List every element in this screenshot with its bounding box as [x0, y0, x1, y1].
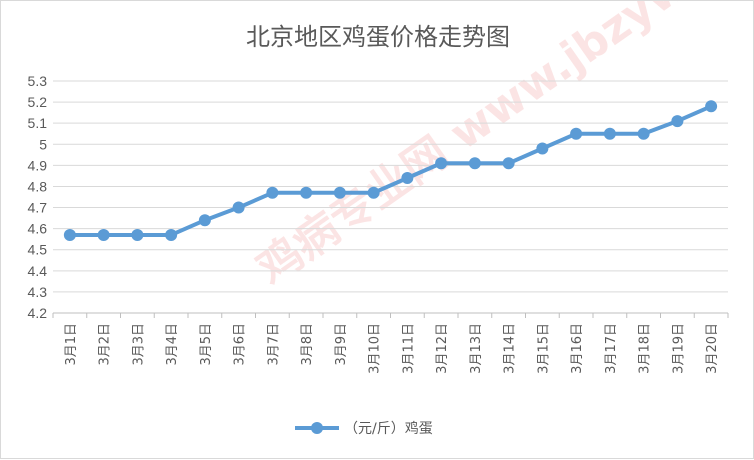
data-point	[63, 228, 76, 241]
data-point	[435, 157, 448, 170]
x-tick-label: 3月2日	[98, 323, 113, 366]
x-tick-label: 3月15日	[536, 323, 551, 374]
grid-lines	[53, 80, 728, 314]
data-point	[198, 214, 211, 227]
data-point	[401, 172, 414, 185]
chart-title: 北京地区鸡蛋价格走势图	[246, 23, 510, 51]
data-point	[570, 127, 583, 140]
data-point	[637, 127, 650, 140]
x-tick-label: 3月7日	[266, 323, 281, 366]
y-tick-label: 4.6	[28, 221, 48, 237]
legend-label: （元/斤）鸡蛋	[344, 420, 433, 437]
y-tick-label: 5.1	[28, 115, 48, 131]
x-tick-label: 3月4日	[165, 323, 180, 366]
y-tick-label: 4.9	[28, 157, 48, 173]
legend: （元/斤）鸡蛋	[295, 420, 433, 437]
x-tick-label: 3月11日	[401, 323, 416, 374]
y-tick-label: 4.2	[28, 305, 48, 321]
y-tick-label: 4.7	[28, 200, 48, 216]
x-tick-label: 3月18日	[638, 323, 653, 374]
data-point	[705, 100, 718, 113]
y-tick-label: 4.4	[28, 263, 48, 279]
data-point	[333, 186, 346, 199]
x-tick-label: 3月9日	[334, 323, 349, 366]
x-tick-label: 3月5日	[199, 323, 214, 366]
x-tick-label: 3月6日	[233, 323, 248, 366]
x-tick-label: 3月8日	[300, 323, 315, 366]
y-tick-label: 5.3	[28, 73, 48, 89]
x-tick-label: 3月12日	[435, 323, 450, 374]
data-point	[232, 201, 245, 214]
data-point	[536, 142, 549, 155]
y-tick-label: 5.2	[28, 94, 48, 110]
x-tick-label: 3月10日	[368, 323, 383, 374]
x-tick-label: 3月3日	[131, 323, 146, 366]
data-point	[502, 157, 515, 170]
data-point	[468, 157, 481, 170]
y-axis: 4.2 4.3 4.4 4.5 4.6 4.7 4.8 4.9 5 5.1 5.2 5.3	[28, 73, 48, 321]
y-tick-label: 4.8	[28, 178, 48, 194]
data-point	[131, 228, 144, 241]
x-tick-label: 3月14日	[503, 323, 518, 374]
legend-marker	[311, 422, 323, 434]
x-tick-label: 3月13日	[469, 323, 484, 374]
data-point	[165, 228, 178, 241]
data-point	[367, 186, 380, 199]
data-point	[97, 228, 110, 241]
x-tick-label: 3月16日	[570, 323, 585, 374]
y-tick-label: 5	[39, 136, 47, 152]
x-tick-label: 3月1日	[64, 323, 79, 366]
x-tick-label: 3月17日	[604, 323, 619, 374]
data-point	[300, 186, 313, 199]
x-axis: 3月1日 3月2日 3月3日 3月4日 3月5日 3月6日 3月7日 3月8日 3月9日 3月10…	[52, 312, 729, 374]
data-point	[266, 186, 279, 199]
y-tick-label: 4.5	[28, 242, 48, 258]
x-tick-label: 3月19日	[671, 323, 686, 374]
data-point	[671, 115, 684, 128]
data-point	[603, 127, 616, 140]
x-tick-label: 3月20日	[705, 323, 720, 374]
y-tick-label: 4.3	[28, 284, 48, 300]
series-layer	[63, 100, 718, 241]
